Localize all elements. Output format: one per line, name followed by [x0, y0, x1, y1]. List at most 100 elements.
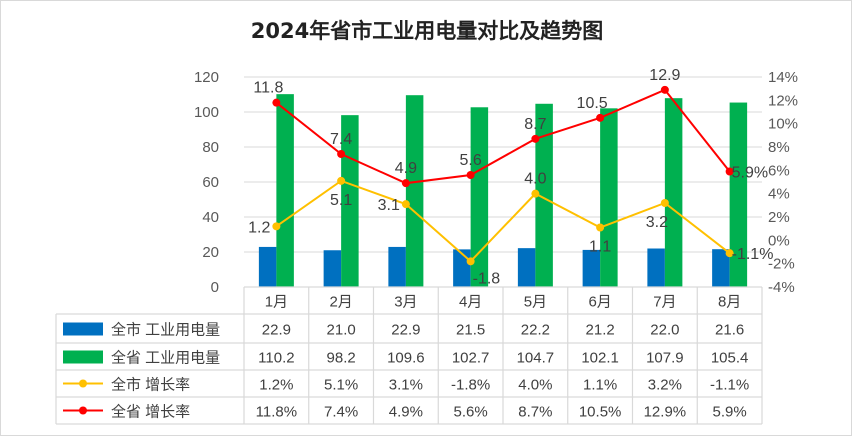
line-marker: [531, 134, 540, 143]
category-label: 8月: [718, 294, 741, 311]
table-cell: 5.9%: [713, 404, 747, 421]
line-series: [275, 88, 731, 185]
y-right-tick-label: 0%: [768, 232, 790, 249]
y-right-tick-label: -2%: [768, 256, 795, 273]
line-marker: [401, 200, 410, 209]
category-label: 4月: [459, 294, 482, 311]
line-marker: [466, 257, 475, 266]
table-cell: 21.2: [586, 322, 615, 339]
data-label: -1.1%: [732, 246, 774, 263]
category-label: 5月: [524, 294, 547, 311]
line-marker: [272, 222, 281, 231]
table-cell: 3.2%: [648, 377, 682, 394]
table-cell: 107.9: [646, 350, 684, 367]
line-marker: [401, 179, 410, 188]
table-cell: 22.2: [521, 322, 550, 339]
y-right-tick-label: 6%: [768, 162, 790, 179]
table-cell: 5.1%: [324, 377, 358, 394]
line-marker: [660, 85, 669, 94]
data-label: 3.1: [378, 197, 400, 214]
legend-bar-key: [63, 350, 103, 364]
table-cell: 22.9: [391, 322, 420, 339]
table-cell: 1.2%: [259, 377, 293, 394]
table-cell: 4.0%: [518, 377, 552, 394]
table-cell: 11.8%: [256, 404, 297, 421]
data-label: 4.0: [524, 171, 546, 188]
data-label: 5.6: [460, 152, 482, 169]
table-cell: 102.7: [452, 350, 490, 367]
legend-marker: [79, 379, 87, 388]
legend-label: 全市 增长率: [111, 376, 190, 394]
category-label: 7月: [653, 294, 676, 311]
table-cell: 4.9%: [389, 404, 423, 421]
category-label: 6月: [588, 294, 611, 311]
data-label: 1.2: [248, 219, 270, 236]
bar-province: [405, 95, 424, 287]
table-cell: 3.1%: [389, 377, 423, 394]
table-cell: 12.9%: [644, 404, 687, 421]
y-left-tick-label: 20: [202, 244, 219, 261]
y-left-tick-label: 100: [194, 104, 219, 121]
data-label: -1.8: [473, 270, 501, 287]
table-cell: 22.0: [650, 322, 679, 339]
line-series: [275, 179, 731, 263]
y-right-tick-label: 8%: [768, 139, 790, 156]
table-cell: 102.1: [581, 350, 619, 367]
bar-city: [517, 248, 536, 287]
bar-province: [535, 103, 553, 288]
line-marker: [725, 249, 734, 258]
bar-city: [323, 250, 342, 287]
line-marker: [337, 150, 346, 158]
legend-label: 全市 工业用电量: [111, 321, 220, 339]
line-marker: [272, 98, 281, 107]
y-right-tick-label: 10%: [768, 116, 798, 133]
legend-marker: [79, 406, 87, 415]
table-cell: 105.4: [711, 350, 749, 367]
data-label: 4.9: [395, 160, 417, 177]
data-label: 8.7: [524, 116, 546, 133]
bar-city: [582, 249, 601, 287]
table-cell: 104.7: [517, 350, 555, 367]
table-cell: 1.1%: [583, 377, 617, 394]
table-cell: 21.0: [327, 322, 356, 339]
table-cell: 10.5%: [579, 404, 622, 421]
table-cell: 7.4%: [324, 404, 358, 421]
table-cell: 109.6: [387, 350, 425, 367]
y-left-tick-label: 80: [202, 139, 219, 156]
bar-province: [470, 107, 489, 288]
table-cell: 110.2: [258, 350, 294, 367]
bar-city: [453, 249, 471, 287]
table-cell: -1.1%: [710, 377, 749, 394]
data-label: 5.1: [330, 192, 352, 209]
y-left-tick-label: 120: [194, 69, 219, 86]
line-marker: [725, 167, 734, 176]
data-label: 5.9%: [732, 165, 768, 182]
y-right-tick-label: -4%: [768, 279, 795, 296]
y-right-tick-label: 4%: [768, 186, 790, 203]
legend-label: 全省 工业用电量: [111, 349, 220, 367]
data-label: 1.1: [589, 239, 611, 256]
y-right-tick-label: 2%: [768, 209, 790, 226]
chart-title: 2024年省市工业用电量对比及趋势图: [250, 19, 604, 43]
table-cell: 21.5: [456, 322, 485, 339]
table-cell: 8.7%: [518, 404, 552, 421]
bar-province: [729, 102, 748, 287]
line-marker: [466, 171, 475, 179]
data-label: 3.2: [646, 214, 668, 231]
category-label: 3月: [394, 294, 417, 311]
line-marker: [596, 113, 605, 122]
table-cell: 5.6%: [454, 404, 488, 421]
data-label: 10.5: [577, 95, 608, 112]
bar-city: [647, 248, 665, 287]
data-label: 12.9: [649, 67, 680, 84]
category-label: 2月: [329, 294, 352, 311]
bar-city: [258, 246, 277, 287]
bar-city: [712, 249, 730, 287]
y-right-tick-label: 12%: [768, 92, 798, 109]
legend-label: 全省 增长率: [111, 403, 190, 421]
bar-province: [341, 115, 359, 288]
data-label: 11.8: [253, 80, 283, 97]
line-marker: [531, 189, 540, 198]
